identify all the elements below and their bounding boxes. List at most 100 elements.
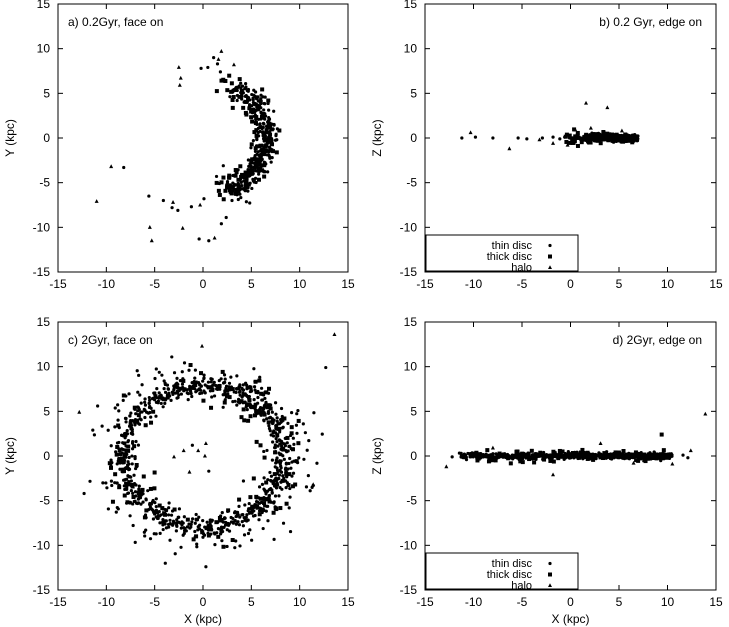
thin-disc-point	[252, 385, 257, 389]
thin-disc-point	[238, 544, 242, 548]
thin-disc-point	[209, 377, 213, 381]
thin-disc-point	[139, 401, 143, 405]
thick-disc-point	[157, 503, 162, 508]
y-tick-label: -15	[400, 265, 418, 279]
thin-disc-point	[167, 506, 171, 510]
thin-disc-point	[278, 442, 282, 446]
thin-disc-point	[266, 170, 270, 174]
thick-disc-point	[289, 431, 294, 436]
thick-disc-point	[488, 458, 493, 463]
thick-disc-point	[275, 433, 280, 438]
thick-disc-point	[246, 418, 251, 423]
thick-disc-point	[564, 139, 569, 144]
thin-disc-point	[320, 432, 324, 436]
thick-disc-point	[163, 512, 168, 517]
thin-disc-point	[224, 395, 229, 399]
thin-disc-point	[247, 501, 251, 506]
thin-disc-point	[212, 56, 216, 60]
thin-disc-point	[114, 510, 118, 514]
thin-disc-point	[88, 479, 92, 483]
thick-disc-point	[149, 420, 154, 425]
thin-disc-point	[223, 523, 228, 527]
thin-disc-point	[129, 475, 133, 479]
thick-disc-point	[193, 380, 198, 385]
thick-disc-point	[242, 418, 247, 423]
thick-disc-point	[600, 135, 605, 140]
thin-disc-point	[268, 415, 273, 419]
thin-disc-point	[201, 379, 205, 383]
thin-disc-point	[220, 539, 224, 543]
thin-disc-point	[262, 508, 266, 513]
thick-disc-point	[234, 170, 239, 175]
thin-disc-point	[246, 189, 250, 193]
thin-disc-point	[202, 376, 206, 381]
thin-disc-point	[219, 377, 223, 381]
thin-disc-point	[253, 169, 258, 173]
halo-point	[468, 130, 473, 135]
x-tick-label: 5	[248, 595, 255, 609]
thick-disc-point	[529, 456, 534, 461]
y-tick-label: 15	[404, 315, 418, 329]
thin-disc-point	[227, 529, 232, 533]
thin-disc-point	[566, 450, 570, 454]
thin-disc-point	[281, 474, 285, 478]
thin-disc-point	[232, 511, 237, 515]
thin-disc-point	[272, 429, 276, 433]
thin-disc-point	[175, 376, 179, 380]
thin-disc-point	[167, 501, 171, 505]
thin-disc-point	[200, 391, 204, 395]
thin-disc-point	[279, 439, 284, 444]
legend-box	[425, 234, 579, 272]
thick-disc-point	[182, 387, 187, 392]
thick-disc-point	[143, 423, 148, 428]
thick-disc-point	[585, 134, 590, 139]
thin-disc-point	[237, 84, 241, 88]
thin-disc-point	[288, 495, 292, 499]
thin-disc-point	[125, 466, 129, 471]
halo-point	[490, 445, 495, 450]
thin-disc-point	[230, 198, 234, 203]
thin-disc-point	[139, 410, 143, 414]
thick-disc-point	[251, 476, 256, 481]
thin-disc-point	[262, 122, 266, 126]
thick-disc-point	[255, 162, 260, 167]
y-tick-label: -5	[406, 176, 417, 190]
thin-disc-point	[241, 512, 245, 517]
thin-disc-point	[244, 82, 248, 86]
thin-disc-point	[233, 519, 237, 523]
thick-disc-point	[556, 456, 561, 461]
thin-disc-point	[175, 521, 179, 525]
thick-disc-point	[636, 451, 641, 456]
thin-disc-point	[273, 446, 277, 450]
thin-disc-point	[261, 95, 265, 99]
thin-disc-point	[250, 186, 254, 191]
thick-disc-point	[532, 455, 537, 460]
thin-disc-point	[211, 387, 215, 391]
thick-disc-point	[578, 450, 583, 455]
thick-disc-point	[194, 534, 199, 539]
thin-disc-point	[296, 408, 300, 413]
x-tick-label: 0	[200, 595, 207, 609]
thin-disc-point	[249, 406, 253, 410]
thick-disc-point	[121, 469, 126, 474]
thick-disc-point	[293, 482, 298, 487]
thick-disc-point	[243, 183, 248, 188]
thick-disc-point	[249, 109, 254, 114]
thick-disc-point	[244, 99, 249, 104]
thick-disc-point	[505, 454, 510, 459]
halo-point	[77, 409, 82, 414]
legend-marker	[548, 572, 552, 577]
data-points	[444, 411, 708, 477]
thin-disc-point	[110, 483, 114, 488]
thick-disc-point	[254, 439, 259, 444]
thin-disc-point	[302, 457, 306, 461]
thin-disc-point	[234, 390, 238, 394]
thin-disc-point	[176, 208, 180, 212]
thin-disc-point	[149, 415, 153, 419]
thin-disc-point	[236, 520, 240, 524]
thin-disc-point	[264, 400, 268, 404]
thin-disc-point	[266, 478, 270, 482]
thin-disc-point	[144, 497, 148, 501]
thick-disc-point	[217, 515, 222, 520]
